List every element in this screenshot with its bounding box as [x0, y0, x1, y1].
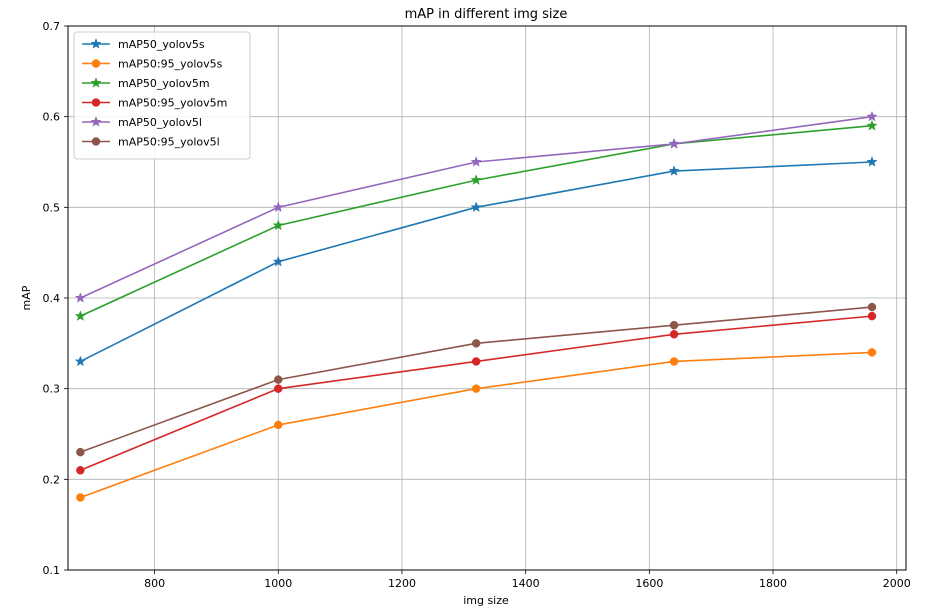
x-tick-label: 1400 [512, 577, 540, 590]
x-tick-label: 1800 [759, 577, 787, 590]
legend-marker [91, 137, 101, 146]
y-tick-label: 0.5 [43, 201, 61, 214]
legend: mAP50_yolov5s mAP50:95_yolov5s mAP50_yolov… [73, 31, 251, 160]
legend-item: mAP50:95_yolov5m [82, 97, 227, 110]
legend-marker [91, 59, 101, 68]
data-point [470, 156, 482, 167]
x-tick-label: 800 [144, 577, 165, 590]
data-point [74, 355, 86, 367]
data-point [272, 219, 284, 231]
data-point [669, 320, 679, 330]
series-1 [74, 156, 878, 367]
data-point [76, 493, 85, 502]
data-point [866, 110, 878, 122]
data-point [76, 447, 85, 457]
data-point [272, 201, 284, 213]
y-axis-title: mAP [20, 285, 33, 310]
y-tick-label: 0.3 [43, 383, 61, 396]
legend-item: mAP50:95_yolov5l [82, 136, 220, 149]
legend-label: mAP50_yolov5m [118, 77, 210, 90]
data-point [668, 137, 680, 149]
data-point [74, 310, 86, 321]
y-tick-label: 0.6 [43, 111, 61, 124]
data-point [470, 174, 482, 185]
legend-item: mAP50_yolov5m [82, 77, 210, 90]
data-point [470, 201, 482, 213]
x-axis-title: img size [463, 594, 509, 606]
series-2 [76, 348, 877, 502]
y-tick-label: 0.1 [43, 564, 61, 577]
legend-item: mAP50:95_yolov5s [82, 58, 223, 71]
x-tick-label: 1200 [388, 577, 416, 590]
legend-item: mAP50_yolov5l [82, 116, 202, 129]
chart-title: mAP in different img size [405, 7, 568, 22]
legend-label: mAP50_yolov5s [118, 38, 205, 51]
data-point [471, 384, 481, 393]
legend-marker [90, 77, 102, 88]
series-line [80, 351, 873, 499]
series-4 [76, 311, 877, 475]
data-point [669, 357, 679, 366]
series-group [74, 110, 878, 502]
y-tick-label: 0.4 [43, 292, 61, 305]
x-tick-label: 2000 [883, 577, 911, 590]
legend-box [73, 31, 251, 160]
data-point [274, 375, 283, 384]
series-5 [74, 110, 878, 303]
data-point [274, 420, 283, 430]
data-point [274, 384, 283, 393]
data-point [668, 165, 680, 176]
y-tick-label: 0.2 [43, 473, 61, 486]
axis-ticks: 800 1000 1200 1400 1600 1800 2000 0.1 0.2 0.3 0.4 0… [43, 20, 911, 590]
data-point [867, 302, 877, 312]
y-tick-label: 0.7 [43, 20, 61, 33]
legend-marker [91, 98, 101, 107]
data-point [866, 119, 878, 131]
data-point [471, 357, 481, 366]
data-point [867, 348, 877, 357]
x-tick-label: 1600 [635, 577, 663, 590]
data-point [272, 255, 284, 267]
data-point [471, 339, 481, 348]
legend-marker [90, 116, 102, 127]
x-tick-label: 1000 [264, 577, 292, 590]
legend-label: mAP50:95_yolov5s [118, 58, 223, 71]
series-line [80, 306, 873, 453]
series-6 [76, 302, 877, 457]
data-point [867, 311, 877, 321]
data-point [669, 330, 679, 339]
data-point [76, 466, 85, 475]
legend-label: mAP50_yolov5l [118, 116, 202, 129]
data-point [866, 156, 878, 167]
legend-label: mAP50:95_yolov5m [118, 97, 227, 110]
legend-item: mAP50_yolov5s [82, 38, 205, 51]
data-point [74, 292, 86, 303]
legend-marker [90, 38, 102, 49]
legend-label: mAP50:95_yolov5l [118, 136, 220, 149]
